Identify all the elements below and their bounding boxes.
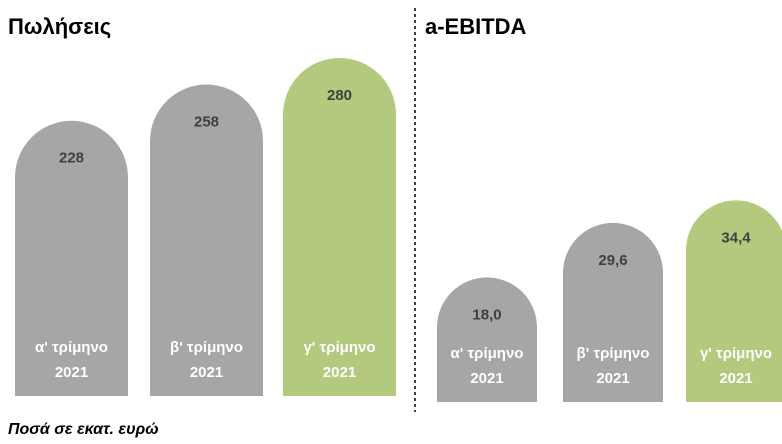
chart-title: a-EBITDA — [425, 14, 527, 39]
bar — [562, 222, 663, 402]
value-label: 258 — [194, 114, 219, 131]
category-label: 2021 — [323, 364, 356, 381]
category-label: β' τρίμηνο — [170, 339, 243, 356]
value-label: 34,4 — [721, 229, 751, 246]
category-label: α' τρίμηνο — [35, 339, 108, 356]
category-label: γ' τρίμηνο — [303, 339, 375, 356]
category-label: 2021 — [596, 370, 629, 387]
chart-title: Πωλήσεις — [8, 14, 111, 39]
bar — [283, 57, 396, 396]
category-label: 2021 — [470, 370, 503, 387]
value-label: 280 — [327, 87, 352, 104]
value-label: 18,0 — [472, 306, 501, 323]
value-label: 228 — [59, 150, 84, 167]
footnote: Ποσά σε εκατ. ευρώ — [8, 421, 159, 438]
category-label: γ' τρίμηνο — [700, 345, 772, 362]
bar — [150, 84, 263, 397]
category-label: 2021 — [55, 364, 88, 381]
bar — [686, 200, 782, 402]
category-label: α' τρίμηνο — [451, 345, 524, 362]
category-label: β' τρίμηνο — [577, 345, 650, 362]
bar — [15, 120, 128, 396]
bar — [437, 277, 537, 402]
value-label: 29,6 — [598, 252, 627, 269]
category-label: 2021 — [190, 364, 223, 381]
category-label: 2021 — [719, 370, 752, 387]
